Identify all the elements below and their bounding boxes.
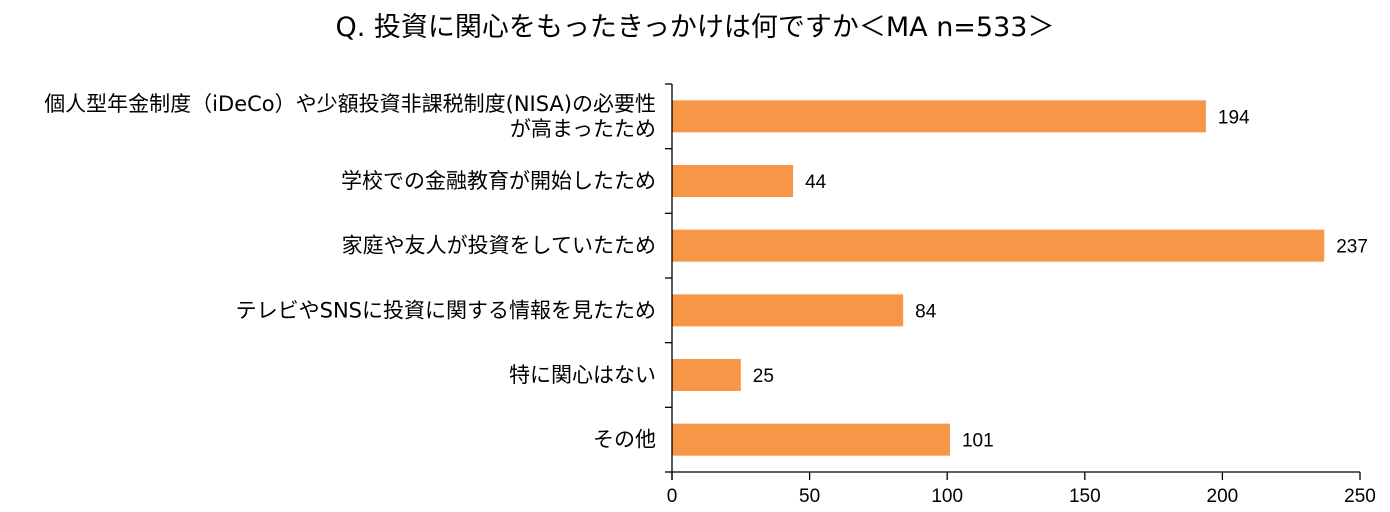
category-label-0: 個人型年金制度（iDeCo）や少額投資非課税制度(NISA)の必要性が高まったた… xyxy=(44,92,656,141)
x-tick-label-3: 150 xyxy=(1069,486,1101,507)
bar-4 xyxy=(672,359,741,391)
category-label-5: その他 xyxy=(593,428,656,452)
bars-group xyxy=(672,100,1325,456)
value-label-5: 101 xyxy=(962,431,994,452)
x-tick-label-2: 100 xyxy=(931,486,963,507)
category-label-line: 学校での金融教育が開始したため xyxy=(341,169,656,193)
bar-1 xyxy=(672,165,794,197)
value-label-0: 194 xyxy=(1218,107,1250,128)
x-tick-label-4: 200 xyxy=(1207,486,1239,507)
tick-labels-group: 0 50 100 150 200 250 xyxy=(667,486,1376,507)
axes-group xyxy=(665,83,1361,480)
bar-3 xyxy=(672,294,904,327)
category-label-line: が高まったため xyxy=(510,117,656,141)
category-label-line: その他 xyxy=(593,428,656,452)
value-labels-group: 194 44 237 84 25 101 xyxy=(753,107,1368,451)
bar-0 xyxy=(672,100,1206,133)
category-label-3: テレビやSNSに投資に関する情報を見たため xyxy=(236,298,656,322)
category-label-line: 特に関心はない xyxy=(509,363,656,387)
category-label-1: 学校での金融教育が開始したため xyxy=(341,169,656,193)
value-label-4: 25 xyxy=(753,366,774,387)
category-label-line: 個人型年金制度（iDeCo）や少額投資非課税制度(NISA)の必要性 xyxy=(44,92,656,116)
value-label-2: 237 xyxy=(1336,237,1368,258)
x-tick-label-0: 0 xyxy=(667,486,678,507)
category-labels-group: 個人型年金制度（iDeCo）や少額投資非課税制度(NISA)の必要性が高まったた… xyxy=(44,92,656,452)
category-label-line: 家庭や友人が投資をしていたため xyxy=(342,234,656,258)
value-label-3: 84 xyxy=(915,301,937,322)
x-tick-label-1: 50 xyxy=(799,486,820,507)
category-label-2: 家庭や友人が投資をしていたため xyxy=(342,234,656,258)
category-label-line: テレビやSNSに投資に関する情報を見たため xyxy=(236,298,656,322)
category-label-4: 特に関心はない xyxy=(509,363,656,387)
x-tick-label-5: 250 xyxy=(1344,486,1376,507)
chart-title: Q. 投資に関心をもったきっかけは何ですか＜MA n=533＞ xyxy=(335,12,1055,43)
bar-5 xyxy=(672,423,950,456)
value-label-1: 44 xyxy=(805,172,827,193)
bar-2 xyxy=(672,229,1325,262)
